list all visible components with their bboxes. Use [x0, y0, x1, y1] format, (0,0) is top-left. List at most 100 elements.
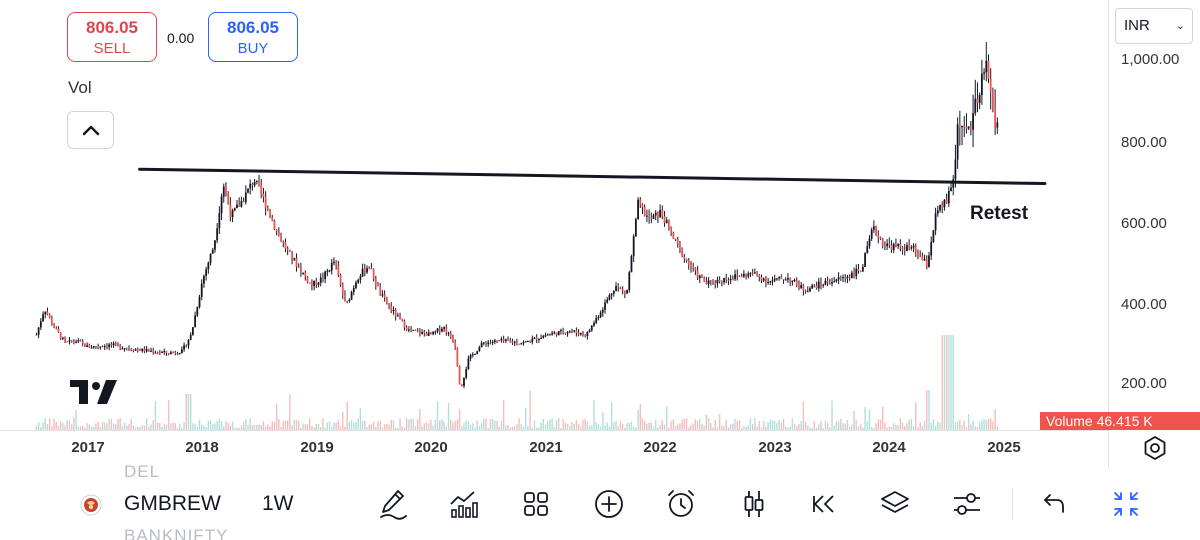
gear-icon [1144, 436, 1166, 460]
volume-bar [703, 425, 705, 430]
replay-button[interactable] [806, 486, 842, 522]
volume-bar [300, 427, 302, 430]
volume-bar [216, 420, 218, 430]
volume-bar [639, 404, 641, 430]
candle-body [784, 279, 787, 281]
layers-button[interactable] [877, 486, 913, 522]
candle-body [192, 327, 194, 335]
candle-body [396, 315, 399, 317]
candle-body [773, 278, 776, 281]
price-axis[interactable]: INR ⌄ 1,000.00 800.00 600.00 400.00 200.… [1108, 0, 1200, 468]
volume-bar [800, 420, 802, 430]
volume-bar [560, 427, 562, 430]
volume-bar [613, 422, 615, 430]
indicators-button[interactable] [446, 486, 482, 522]
candle-body [412, 329, 415, 331]
volume-bar [551, 418, 553, 430]
volume-bar [582, 419, 584, 430]
candle-body [709, 280, 712, 282]
undo-button[interactable] [1036, 486, 1072, 522]
watchlist-ghost-item: DEL [124, 462, 161, 481]
sell-button[interactable]: 806.05 SELL [67, 12, 157, 62]
chart-type-button[interactable] [736, 486, 772, 522]
candle-body [117, 343, 119, 346]
drawing-tools-button[interactable] [376, 486, 412, 522]
chart-settings-button[interactable] [1140, 433, 1170, 463]
volume-bar [59, 421, 62, 430]
candle-body [487, 342, 490, 345]
volume-bar [655, 420, 657, 430]
volume-bar [983, 418, 985, 430]
interval-button[interactable]: 1W [262, 492, 294, 515]
volume-bar [207, 421, 210, 430]
volume-bar [932, 418, 935, 430]
volume-bar [390, 419, 392, 430]
volume-bar [529, 390, 531, 430]
collapse-legend-button[interactable] [67, 111, 114, 149]
currency-select[interactable]: INR ⌄ [1115, 8, 1193, 44]
symbol-name[interactable]: GMBREW [124, 492, 221, 515]
volume-bar [372, 421, 375, 430]
candle-body [546, 334, 549, 336]
volume-bar [544, 424, 547, 430]
volume-bar [901, 422, 904, 430]
volume-bar [48, 418, 51, 430]
chevron-down-icon: ⌄ [1175, 20, 1185, 32]
volume-bar [245, 419, 247, 430]
candle-body [152, 350, 155, 353]
price-chart[interactable] [0, 0, 1108, 430]
candle-body [703, 277, 706, 282]
volume-bar [269, 426, 271, 430]
volume-bar [553, 426, 556, 430]
candle-body [403, 320, 406, 328]
volume-bar [282, 420, 284, 430]
volume-bar [604, 425, 606, 430]
fullscreen-collapse-button[interactable] [1108, 486, 1144, 522]
volume-bar [978, 422, 981, 430]
candle-body [97, 346, 100, 348]
volume-bar [677, 424, 679, 430]
volume-bar [189, 394, 192, 430]
candle-body [824, 280, 827, 285]
volume-bar [416, 419, 419, 430]
time-axis[interactable]: 2017 2018 2019 2020 2021 2022 2023 2024 … [0, 430, 1108, 468]
candle-body [809, 288, 811, 292]
volume-bar [472, 423, 474, 430]
settings-sliders-button[interactable] [949, 486, 985, 522]
chart-area[interactable]: 806.05 SELL 0.00 806.05 BUY Vol Retest [0, 0, 1108, 430]
volume-bar [231, 421, 234, 430]
volume-bar [661, 420, 664, 430]
candle-body [943, 199, 946, 208]
volume-bar [370, 423, 373, 430]
volume-bar [405, 418, 408, 430]
indicators-icon [450, 491, 478, 518]
tradingview-logo-icon [70, 380, 117, 404]
candle-body [815, 285, 818, 289]
volume-bar [787, 427, 789, 430]
candle-body [839, 277, 842, 279]
candle-body [714, 283, 717, 285]
candle-body [227, 193, 230, 205]
candle-body [540, 337, 543, 339]
volume-bar [811, 427, 813, 430]
apps-button[interactable] [518, 486, 554, 522]
candle-body [538, 338, 540, 340]
time-tick: 2017 [71, 439, 105, 456]
candle-body [956, 124, 959, 160]
candle-body [566, 332, 569, 334]
resistance-trendline[interactable] [138, 167, 1047, 186]
candle-body [123, 348, 126, 350]
candle-body [355, 282, 357, 288]
add-button[interactable] [591, 486, 627, 522]
candle-body [255, 180, 258, 182]
volume-bar [912, 426, 915, 430]
candle-body [53, 324, 55, 328]
alerts-button[interactable] [663, 486, 699, 522]
buy-button[interactable]: 806.05 BUY [208, 12, 298, 62]
volume-bar [445, 426, 448, 430]
volume-bar [505, 425, 507, 430]
candle-body [912, 245, 915, 248]
candle-body [736, 274, 739, 276]
volume-bar [573, 423, 575, 430]
volume-bar [320, 427, 322, 430]
